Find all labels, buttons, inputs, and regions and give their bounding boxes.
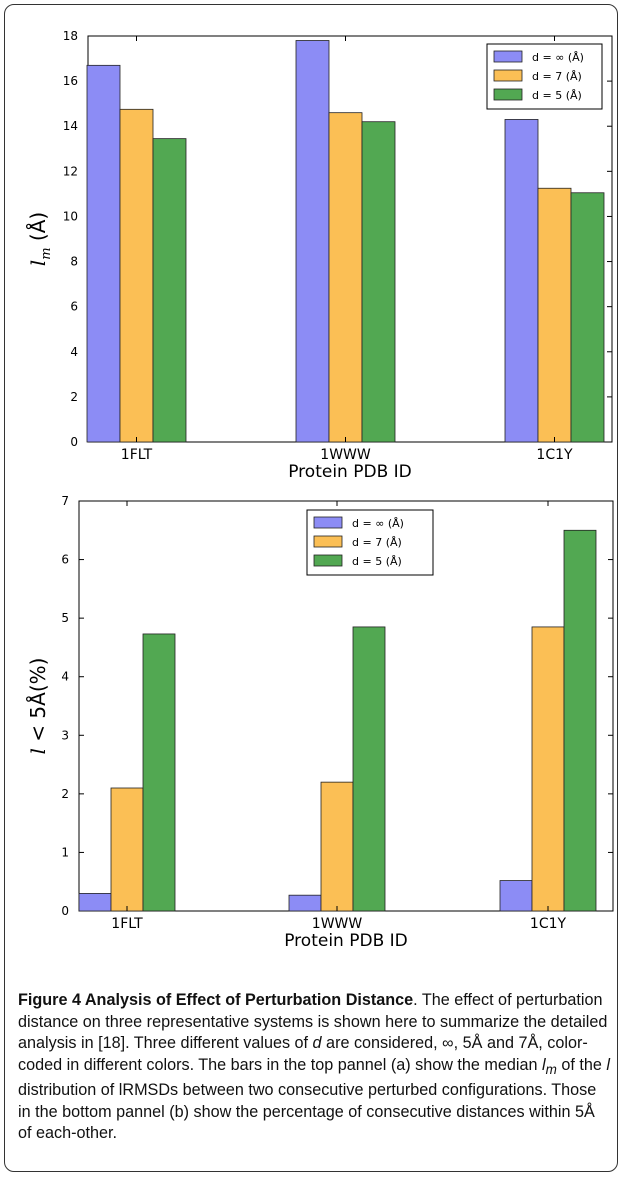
panel-b-legend-swatch [313, 535, 343, 548]
caption-text-1: . The effect of perturbation distance on… [18, 991, 608, 1052]
panel-a-legend-swatch [493, 88, 523, 101]
panel-b-y-axis-label: l < 5Å(%) [26, 658, 50, 755]
panel-b-ytick-label: 7 [61, 494, 69, 508]
panel-a-xtick-label: 1FLT [121, 447, 153, 463]
caption-text-3: of the [556, 1055, 607, 1074]
panel-b-ytick-label: 0 [61, 904, 69, 918]
panel-b-xtick-label: 1C1Y [530, 916, 567, 932]
panel-a-legend-label: d = ∞ (Å) [532, 51, 584, 64]
panel-a-bar [328, 112, 363, 443]
panel-a-ytick-label: 18 [63, 29, 78, 43]
panel-a-xtick-label: 1WWW [320, 447, 371, 463]
panel-b-ytick-label: 5 [61, 611, 69, 625]
panel-a-bar [504, 119, 539, 443]
panel-b-xtick-label: 1WWW [312, 916, 363, 932]
panel-b-ytick-label: 6 [61, 553, 69, 567]
panel-b-legend-swatch [313, 516, 343, 529]
caption-l-symbol: l [606, 1055, 610, 1074]
panel-b-legend-label: d = 5 (Å) [352, 555, 402, 568]
panel-b-legend-label: d = 7 (Å) [352, 536, 402, 549]
panel-b-bar [320, 781, 354, 912]
panel-a-bar [295, 40, 330, 443]
panel-b-ytick-label: 1 [61, 845, 69, 859]
panel-a-legend-label: d = 5 (Å) [532, 89, 582, 102]
panel-a-bar [119, 108, 154, 443]
panel-a-x-axis-label: Protein PDB ID [288, 462, 412, 480]
panel-a-legend-swatch [493, 69, 523, 82]
panel-a-ytick-label: 6 [70, 300, 78, 314]
caption-text-4: distribution of lRMSDs between two conse… [18, 1081, 597, 1143]
panel-a-bar [152, 138, 187, 443]
panel-b-bar [531, 626, 565, 912]
y-label-sub: m [39, 247, 54, 259]
panel-b-bar [78, 893, 112, 912]
y-label-l: l [26, 260, 50, 266]
panel-b-bar [499, 880, 533, 912]
panel-a-ytick-label: 10 [63, 209, 78, 223]
panel-a-ytick-label: 4 [70, 345, 78, 359]
panel-b-ytick-label: 3 [61, 728, 69, 742]
caption-text-2: are considered, ∞, 5Å and 7Å, color-code… [18, 1034, 588, 1074]
panel-b-ytick-label: 2 [61, 787, 69, 801]
caption-lm-base: l [542, 1055, 546, 1074]
panel-b-bar [352, 626, 386, 912]
y-label-l: l [26, 748, 50, 754]
figure-frame [4, 4, 618, 1172]
panel-b-xtick-label: 1FLT [111, 916, 143, 932]
panel-a-ytick-label: 0 [70, 435, 78, 449]
panel-a-ytick-label: 16 [63, 74, 78, 88]
panel-a-xtick-label: 1C1Y [536, 447, 573, 463]
panel-a-ytick-label: 14 [63, 119, 78, 133]
panel-a-ytick-label: 2 [70, 390, 78, 404]
panel-a-y-axis-label: lm (Å) [26, 212, 54, 266]
caption-label: Figure 4 Analysis of Effect of Perturbat… [18, 991, 414, 1009]
panel-a-bar [570, 192, 605, 443]
panel-a-ytick-label: 8 [70, 255, 78, 269]
figure-caption: Figure 4 Analysis of Effect of Perturbat… [18, 990, 610, 1145]
panel-b-bar [142, 633, 176, 912]
panel-b-x-axis-label: Protein PDB ID [284, 931, 408, 951]
panel-a-bar [86, 64, 121, 443]
panel-a-bar [537, 187, 572, 443]
panel-a-legend-swatch [493, 50, 523, 63]
y-label-rest: < 5Å(%) [26, 658, 50, 749]
panel-b-ytick-label: 4 [61, 670, 69, 684]
chart-panel-a: 0 2 4 6 8 10 12 14 16 18 1FLT 1WWW 1C1Y Protein PDB I… [26, 29, 613, 480]
panel-b-bar [563, 529, 597, 912]
y-label-unit: (Å) [26, 212, 50, 248]
panel-b-legend-swatch [313, 554, 343, 567]
panel-b-bar [288, 894, 322, 912]
panel-a-ytick-label: 12 [63, 164, 78, 178]
panel-b-legend-label: d = ∞ (Å) [352, 517, 404, 530]
panel-a-legend-label: d = 7 (Å) [532, 70, 582, 83]
chart-panel-b: 0 1 2 3 4 5 6 7 1FLT 1WWW 1C1Y Protein PDB ID l < 5Å… [26, 494, 614, 951]
caption-d-symbol: d [312, 1034, 322, 1052]
caption-lm-sub: m [546, 1062, 557, 1077]
caption-lm-sub-text: m [545, 1061, 557, 1077]
panel-b-bar [110, 787, 144, 912]
panel-a-bar [361, 121, 396, 443]
